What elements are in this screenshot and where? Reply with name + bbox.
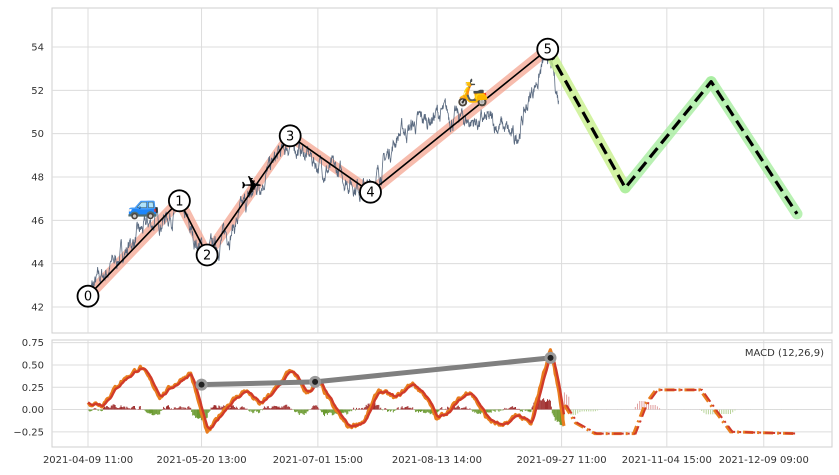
x-tick-label: 2021-05-20 13:00	[156, 455, 246, 466]
wave-point-marker	[195, 243, 219, 267]
price-panel	[51, 7, 833, 334]
macd-y-tick-label: 0.25	[22, 383, 44, 394]
macd-y-tick-label: 0.50	[22, 360, 44, 371]
wave-point-marker	[278, 124, 302, 148]
macd-y-tick-label: −0.25	[13, 427, 44, 438]
price-y-tick-label: 50	[31, 129, 44, 140]
wave-point-label: 1	[175, 194, 183, 209]
x-tick-label: 2021-11-04 15:00	[622, 455, 712, 466]
wave-point-label: 3	[286, 129, 294, 144]
macd-panel	[51, 339, 833, 448]
x-tick-label: 2021-07-01 15:00	[273, 455, 363, 466]
price-y-tick-label: 52	[31, 86, 44, 97]
macd-y-tick-label: 0.75	[22, 338, 44, 349]
divergence-marker	[312, 378, 319, 385]
signal-line	[87, 353, 566, 430]
x-tick-label: 2021-09-27 11:00	[517, 455, 607, 466]
wave-point-marker	[76, 284, 100, 308]
price-y-tick-label: 42	[31, 303, 44, 314]
wave-point-label: 2	[203, 249, 211, 264]
macd-forecast-line	[563, 388, 798, 436]
x-tick-label: 2021-04-09 11:00	[43, 455, 133, 466]
price-y-tick-label: 48	[31, 173, 44, 184]
forecast-line	[546, 48, 799, 215]
forecast-band	[705, 76, 803, 220]
divergence-marker	[198, 381, 205, 388]
macd-y-tick-label: 0.00	[22, 405, 44, 416]
scooter-icon: 🛵	[457, 78, 489, 108]
airplane-icon: ✈	[241, 171, 263, 201]
wave-point-label: 4	[366, 186, 374, 201]
wave-line	[87, 48, 549, 297]
price-y-tick-label: 54	[31, 43, 44, 54]
price-y-tick-label: 44	[31, 259, 44, 270]
x-tick-label: 2021-08-13 14:00	[392, 455, 482, 466]
price-series	[87, 42, 559, 301]
macd-label: MACD (12,26,9)	[745, 348, 824, 359]
car-icon: 🚙	[127, 191, 159, 221]
wave-point-marker	[359, 180, 382, 204]
wave-point-marker	[536, 37, 560, 61]
x-tick-label: 2021-12-09 09:00	[719, 455, 809, 466]
signal-forecast-line	[565, 388, 800, 435]
wave-point-label: 0	[84, 290, 92, 305]
wave-point-marker	[167, 189, 191, 213]
wave-point-label: 5	[544, 43, 552, 58]
price-y-tick-label: 46	[31, 216, 44, 227]
divergence-marker	[547, 354, 554, 361]
macd-line	[86, 348, 566, 434]
